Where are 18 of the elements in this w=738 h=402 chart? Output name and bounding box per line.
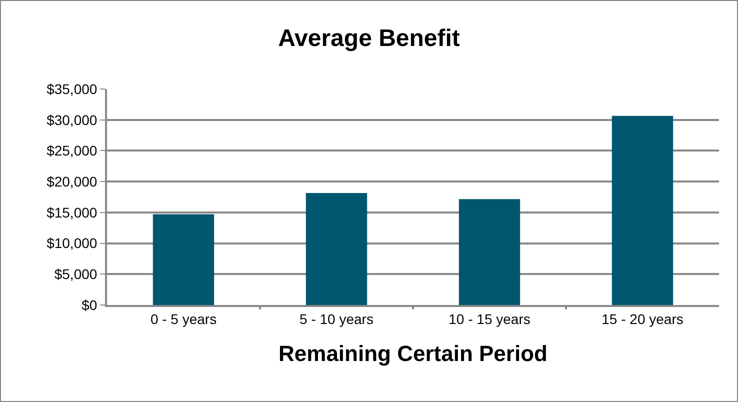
bar	[306, 192, 368, 305]
bar	[152, 214, 214, 305]
x-axis-title: Remaining Certain Period	[278, 341, 548, 366]
y-tick-label: $10,000	[46, 235, 98, 252]
y-tick-label: $15,000	[46, 204, 98, 220]
x-tick-label: 0 - 5 years	[150, 310, 217, 327]
y-tick-label: $25,000	[46, 142, 98, 159]
x-tick-label: 15 - 20 years	[602, 310, 684, 327]
y-tick-label: $0	[82, 296, 98, 313]
bar	[612, 116, 674, 305]
x-tick-label: 10 - 15 years	[448, 310, 530, 327]
chart-title: Average Benefit	[278, 24, 460, 52]
x-tick-label: 5 - 10 years	[300, 310, 374, 327]
y-tick-label: $30,000	[46, 112, 98, 128]
bar	[458, 199, 520, 305]
y-tick-label: $5,000	[54, 266, 98, 282]
y-tick-label: $35,000	[46, 80, 98, 97]
y-tick-label: $20,000	[46, 173, 98, 190]
